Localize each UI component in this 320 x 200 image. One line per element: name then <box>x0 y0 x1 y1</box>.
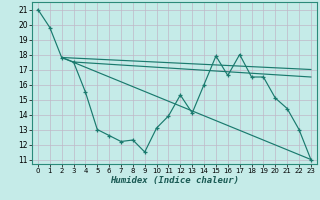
X-axis label: Humidex (Indice chaleur): Humidex (Indice chaleur) <box>110 176 239 185</box>
